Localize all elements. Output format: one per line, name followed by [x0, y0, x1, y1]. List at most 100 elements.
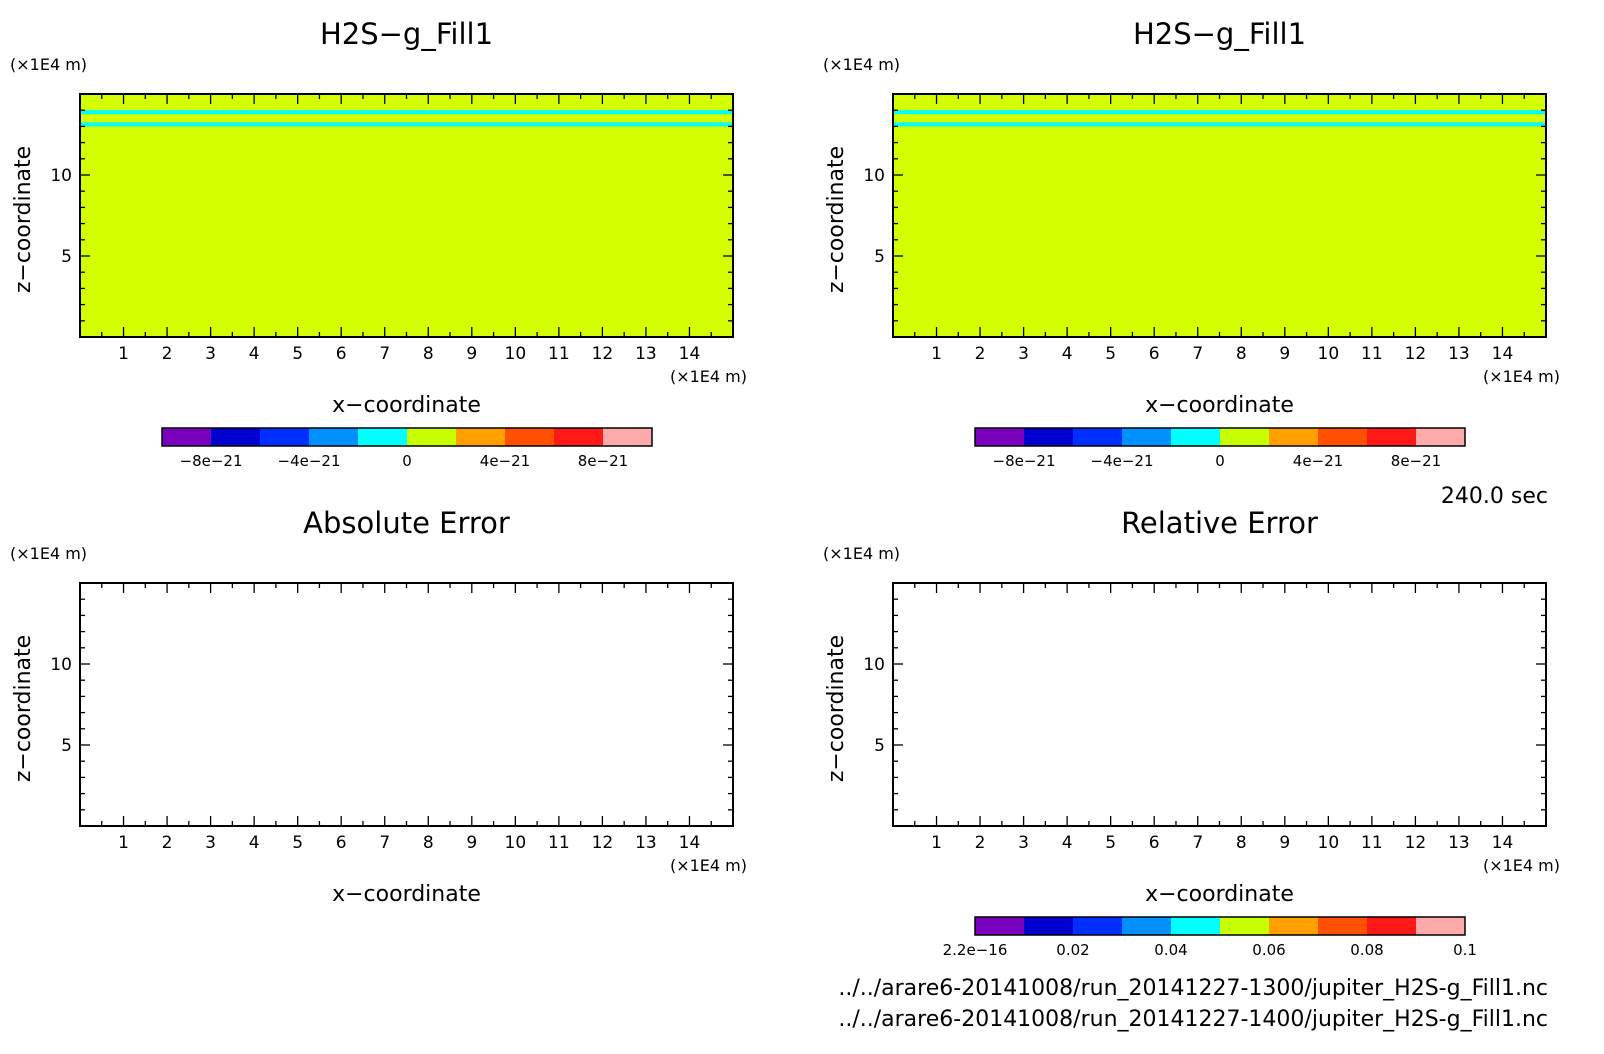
panel-title: Relative Error	[1121, 506, 1318, 540]
colorbar-segment	[260, 428, 310, 446]
field-band	[80, 122, 733, 127]
x-unit-label: (×1E4 m)	[670, 856, 747, 875]
plot-panel-2: H2S−g_Fill1(×1E4 m)1 2 3 4 5 6 7 8 9 10 11 12 13 1451…	[823, 17, 1560, 470]
colorbar-segment	[1171, 917, 1221, 935]
field-band	[80, 110, 733, 115]
x-axis-label: x−coordinate	[1145, 882, 1294, 907]
x-tick-label: 3	[205, 833, 216, 853]
colorbar-segment	[1024, 917, 1074, 935]
y-unit-label: (×1E4 m)	[823, 544, 900, 563]
panel-title: H2S−g_Fill1	[320, 17, 493, 51]
x-tick-label: 14	[679, 344, 701, 364]
x-tick-label: 9	[1279, 344, 1290, 364]
y-tick-label: 5	[874, 247, 885, 267]
x-tick-label: 2	[975, 833, 986, 853]
x-axis-label: x−coordinate	[332, 393, 481, 418]
x-tick-label: 7	[379, 344, 390, 364]
x-tick-label: 13	[635, 344, 657, 364]
x-tick-label: 1	[931, 344, 942, 364]
x-tick-label: 6	[336, 833, 347, 853]
x-tick-label: 4	[249, 344, 260, 364]
x-tick-label: 7	[1192, 833, 1203, 853]
y-unit-label: (×1E4 m)	[10, 544, 87, 563]
x-tick-label: 5	[1105, 344, 1116, 364]
colorbar-tick-label: 8e−21	[578, 452, 628, 470]
colorbar-segment	[1416, 428, 1466, 446]
x-tick-label: 9	[466, 344, 477, 364]
x-tick-label: 13	[635, 833, 657, 853]
x-unit-label: (×1E4 m)	[1483, 856, 1560, 875]
colorbar-segment	[1220, 917, 1270, 935]
x-tick-label: 12	[592, 344, 614, 364]
x-tick-label: 14	[679, 833, 701, 853]
colorbar-frame	[974, 427, 1466, 447]
colorbar-tick-label: 0.02	[1056, 941, 1089, 959]
colorbar-segment	[975, 917, 1025, 935]
colorbar-tick-label: 4e−21	[1293, 452, 1343, 470]
panel-title: H2S−g_Fill1	[1133, 17, 1306, 51]
colorbar-tick-label: −4e−21	[1091, 452, 1154, 470]
plot-panel-3: Absolute Error(×1E4 m)1 2 3 4 5 6 7 8 9 10 11 12 13 1…	[10, 506, 747, 907]
x-tick-label: 1	[118, 344, 129, 364]
colorbar-tick-label: −8e−21	[180, 452, 243, 470]
y-tick-label: 5	[61, 247, 72, 267]
x-tick-label: 3	[1018, 833, 1029, 853]
x-unit-label: (×1E4 m)	[670, 367, 747, 386]
y-tick-label: 10	[50, 166, 72, 186]
x-axis-label: x−coordinate	[1145, 393, 1294, 418]
x-tick-label: 13	[1448, 344, 1470, 364]
colorbar-segment	[554, 428, 604, 446]
x-tick-label: 8	[1236, 833, 1247, 853]
field-band	[893, 122, 1546, 127]
x-tick-label: 3	[205, 344, 216, 364]
x-tick-label: 2	[162, 344, 173, 364]
colorbar-segment	[1416, 917, 1466, 935]
colorbar-segment	[1367, 917, 1417, 935]
colorbar-frame	[161, 427, 653, 447]
colorbar-segment	[1122, 917, 1172, 935]
y-tick-label: 5	[874, 736, 885, 756]
colorbar-tick-label: 0.1	[1453, 941, 1477, 959]
colorbar-tick-label: 0.06	[1252, 941, 1285, 959]
y-axis-label: z−coordinate	[11, 146, 36, 293]
x-tick-label: 10	[1318, 833, 1340, 853]
colorbar-segment	[162, 428, 212, 446]
colorbar-tick-label: −8e−21	[993, 452, 1056, 470]
x-tick-label: 14	[1492, 344, 1514, 364]
colorbar-segment	[456, 428, 506, 446]
x-tick-label: 8	[1236, 344, 1247, 364]
colorbar-segment	[975, 428, 1025, 446]
x-tick-label: 11	[548, 344, 570, 364]
y-unit-label: (×1E4 m)	[10, 55, 87, 74]
field-fill	[893, 94, 1546, 337]
plot-frame	[892, 582, 1547, 827]
x-tick-label: 11	[548, 833, 570, 853]
file-path-1: ../../arare6-20141008/run_20141227-1300/…	[838, 976, 1548, 1001]
colorbar-segment	[1318, 917, 1368, 935]
x-tick-label: 14	[1492, 833, 1514, 853]
y-tick-label: 5	[61, 736, 72, 756]
y-tick-label: 10	[50, 655, 72, 675]
y-axis-label: z−coordinate	[824, 635, 849, 782]
x-tick-label: 6	[1149, 344, 1160, 364]
x-tick-label: 9	[1279, 833, 1290, 853]
field-fill	[80, 94, 733, 337]
x-tick-label: 11	[1361, 344, 1383, 364]
x-tick-label: 12	[1405, 344, 1427, 364]
colorbar-tick-label: 0	[1215, 452, 1225, 470]
colorbar-segment	[1220, 428, 1270, 446]
x-tick-label: 2	[975, 344, 986, 364]
colorbar-tick-label: 4e−21	[480, 452, 530, 470]
colorbar-segment	[603, 428, 653, 446]
colorbar-tick-label: 0	[402, 452, 412, 470]
colorbar-segment	[1367, 428, 1417, 446]
colorbar-segment	[1073, 917, 1123, 935]
time-label: 240.0 sec	[1441, 484, 1548, 509]
x-tick-label: 5	[1105, 833, 1116, 853]
x-tick-label: 12	[1405, 833, 1427, 853]
x-tick-label: 4	[249, 833, 260, 853]
panel-title: Absolute Error	[303, 506, 510, 540]
colorbar-tick-label: −4e−21	[278, 452, 341, 470]
colorbar-segment	[1318, 428, 1368, 446]
